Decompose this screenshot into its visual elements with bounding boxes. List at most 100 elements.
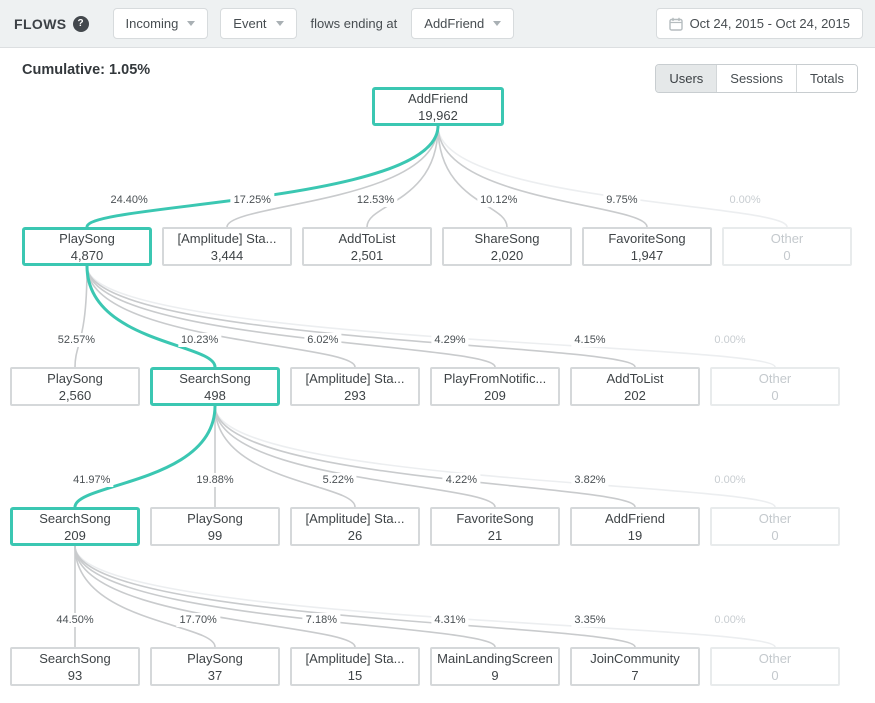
node-event-count: 1,947 <box>630 247 664 263</box>
edge-percent-label: 19.88% <box>193 473 237 487</box>
edge-percent-label: 0.00% <box>726 193 764 207</box>
node-event-count: 21 <box>487 527 503 543</box>
flow-edge <box>86 265 496 368</box>
node-event-count: 2,501 <box>350 247 384 263</box>
event-type-dropdown-label: Event <box>233 16 267 31</box>
node-event-name: ShareSong <box>474 230 540 246</box>
flow-node-l2-playfromnotific-[interactable]: PlayFromNotific... 209 <box>430 367 560 406</box>
calendar-icon <box>668 17 683 31</box>
edge-percent-label: 10.12% <box>477 193 521 207</box>
node-event-count: 209 <box>484 387 506 403</box>
cumulative-stat: Cumulative: 1.05% <box>22 62 150 78</box>
event-type-dropdown[interactable]: Event <box>220 8 297 39</box>
flow-node-l2-playsong[interactable]: PlaySong 2,560 <box>10 367 140 406</box>
flow-node-l1-playsong[interactable]: PlaySong 4,870 <box>22 227 152 266</box>
flow-edge <box>74 545 356 648</box>
flow-node-l3-playsong[interactable]: PlaySong 99 <box>150 507 280 546</box>
node-event-count: 2,560 <box>58 387 92 403</box>
flow-edge <box>74 545 216 648</box>
node-event-count: 3,444 <box>210 247 244 263</box>
flow-edge <box>74 265 88 368</box>
flow-node-l2-searchsong[interactable]: SearchSong 498 <box>150 367 280 406</box>
edge-percent-label: 17.70% <box>176 613 220 627</box>
flow-node-l1-sharesong[interactable]: ShareSong 2,020 <box>442 227 572 266</box>
edge-percent-label: 0.00% <box>711 333 749 347</box>
flow-node-l4-playsong[interactable]: PlaySong 37 <box>150 647 280 686</box>
flows-main-area: Cumulative: 1.05% Users Sessions Totals Ad… <box>0 48 875 703</box>
node-event-count: 498 <box>204 387 226 403</box>
flow-edge <box>437 125 508 228</box>
flow-node-l1--amplitude-sta-[interactable]: [Amplitude] Sta... 3,444 <box>162 227 292 266</box>
flow-edge <box>437 125 648 228</box>
flow-edge <box>74 545 496 648</box>
view-tab-sessions[interactable]: Sessions <box>716 65 797 92</box>
node-event-name: FavoriteSong <box>456 510 534 526</box>
node-event-count: 99 <box>207 527 223 543</box>
flow-node-l1-favoritesong[interactable]: FavoriteSong 1,947 <box>582 227 712 266</box>
flow-edge <box>86 265 356 368</box>
node-event-count: 19,962 <box>418 107 458 123</box>
flow-edge <box>214 405 496 508</box>
flow-edge <box>73 405 217 508</box>
end-event-dropdown-label: AddFriend <box>424 16 485 31</box>
node-event-count: 15 <box>347 667 363 683</box>
edge-percent-label: 0.00% <box>711 473 749 487</box>
flow-edge <box>86 265 636 368</box>
node-event-name: [Amplitude] Sta... <box>305 370 405 386</box>
edge-percent-label: 9.75% <box>603 193 641 207</box>
node-event-name: Other <box>758 510 792 526</box>
edge-percent-label: 41.97% <box>70 473 114 487</box>
edge-percent-label: 17.25% <box>230 193 274 207</box>
node-event-count: 0 <box>771 667 779 683</box>
chevron-down-icon <box>493 21 502 26</box>
node-event-name: AddToList <box>606 370 664 386</box>
node-event-count: 19 <box>627 527 643 543</box>
direction-dropdown[interactable]: Incoming <box>112 8 209 39</box>
view-tab-totals[interactable]: Totals <box>796 65 857 92</box>
flow-edge <box>86 265 776 368</box>
node-event-count: 202 <box>624 387 646 403</box>
date-range-label: Oct 24, 2015 - Oct 24, 2015 <box>689 16 850 31</box>
end-event-dropdown[interactable]: AddFriend <box>411 8 515 39</box>
flow-node-l4-mainlandingscreen[interactable]: MainLandingScreen 9 <box>430 647 560 686</box>
flow-node-l1-addtolist[interactable]: AddToList 2,501 <box>302 227 432 266</box>
node-event-count: 0 <box>783 247 791 263</box>
flow-node-l3--amplitude-sta-[interactable]: [Amplitude] Sta... 26 <box>290 507 420 546</box>
edge-percent-label: 44.50% <box>53 613 97 627</box>
flow-edge <box>74 545 776 648</box>
node-event-name: JoinCommunity <box>590 650 680 666</box>
page-title: FLOWS <box>14 15 67 32</box>
cumulative-value: 1.05% <box>109 62 151 78</box>
flow-node-l2-addtolist[interactable]: AddToList 202 <box>570 367 700 406</box>
flow-node-root-addfriend[interactable]: AddFriend 19,962 <box>372 87 504 126</box>
edge-percent-label: 3.82% <box>571 473 609 487</box>
view-tab-users[interactable]: Users <box>656 65 717 92</box>
edge-percent-label: 10.23% <box>177 333 222 347</box>
flow-node-l1-other: Other 0 <box>722 227 852 266</box>
direction-dropdown-label: Incoming <box>125 16 179 31</box>
flow-node-l2-other: Other 0 <box>710 367 840 406</box>
node-event-name: SearchSong <box>39 650 111 666</box>
node-event-name: PlaySong <box>47 370 103 386</box>
node-event-name: SearchSong <box>179 370 251 386</box>
edge-percent-label: 7.18% <box>302 613 340 627</box>
node-event-name: MainLandingScreen <box>437 650 553 666</box>
edge-percent-label: 6.02% <box>304 333 342 347</box>
date-range-button[interactable]: Oct 24, 2015 - Oct 24, 2015 <box>655 8 863 39</box>
edge-percent-label: 5.22% <box>319 473 357 487</box>
chevron-down-icon <box>275 21 284 26</box>
question-mark-icon[interactable]: ? <box>72 15 89 32</box>
node-event-count: 0 <box>771 387 779 403</box>
flow-node-l3-addfriend[interactable]: AddFriend 19 <box>570 507 700 546</box>
flow-node-l4--amplitude-sta-[interactable]: [Amplitude] Sta... 15 <box>290 647 420 686</box>
flow-node-l3-searchsong[interactable]: SearchSong 209 <box>10 507 140 546</box>
flow-node-l2--amplitude-sta-[interactable]: [Amplitude] Sta... 293 <box>290 367 420 406</box>
node-event-name: [Amplitude] Sta... <box>305 510 405 526</box>
flow-node-l3-favoritesong[interactable]: FavoriteSong 21 <box>430 507 560 546</box>
flow-edge <box>214 405 636 508</box>
flow-node-l4-joincommunity[interactable]: JoinCommunity 7 <box>570 647 700 686</box>
flow-node-l4-searchsong[interactable]: SearchSong 93 <box>10 647 140 686</box>
node-event-count: 93 <box>67 667 83 683</box>
node-event-count: 37 <box>207 667 223 683</box>
node-event-name: PlaySong <box>187 510 243 526</box>
